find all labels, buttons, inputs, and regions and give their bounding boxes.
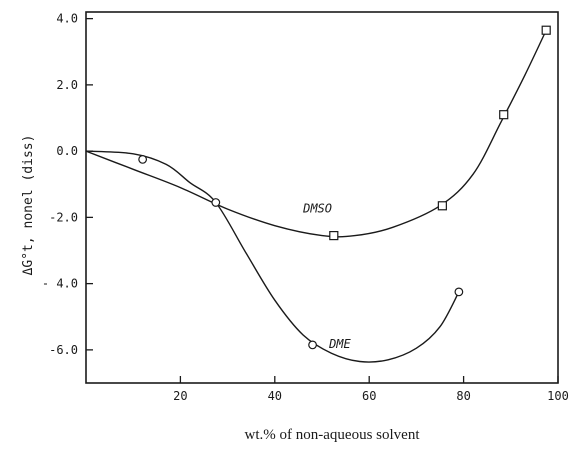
y-tick-label: -2.0 (49, 210, 78, 224)
dme-point (454, 287, 464, 297)
series-labels: DMSO DME (302, 201, 351, 351)
y-tick-label: - 4.0 (42, 277, 78, 291)
dmso-point (541, 25, 551, 35)
y-tick-label: -6.0 (49, 343, 78, 357)
dme-point (308, 340, 317, 350)
dme-point (138, 155, 148, 164)
series-markers (138, 25, 551, 350)
x-tick-label: 20 (173, 389, 187, 403)
y-tick-label: 0.0 (56, 144, 78, 158)
dme-label: DME (328, 337, 351, 351)
dmso-point (329, 230, 339, 241)
x-tick-label: 80 (456, 389, 470, 403)
x-tick-label: 100 (547, 389, 569, 403)
x-tick-label: 60 (362, 389, 376, 403)
dmso-curve (85, 29, 547, 238)
series-curves (85, 29, 547, 363)
y-axis-title: ΔG°t, nonel (diss) (21, 135, 36, 276)
dme-curve (85, 150, 460, 363)
dmso-label: DMSO (302, 201, 332, 215)
x-axis-title: wt.% of non-aqueous solvent (245, 427, 421, 443)
plot-frame (85, 11, 559, 384)
dme-point (211, 198, 221, 207)
dmso-point (499, 110, 509, 120)
axes: 4.0 2.0 0.0 -2.0 - 4.0 -6.0 20 40 60 80 100 (42, 11, 569, 403)
y-tick-label: 4.0 (56, 12, 78, 26)
dmso-point (437, 201, 447, 211)
y-tick-label: 2.0 (56, 78, 78, 92)
x-tick-label: 40 (268, 389, 282, 403)
